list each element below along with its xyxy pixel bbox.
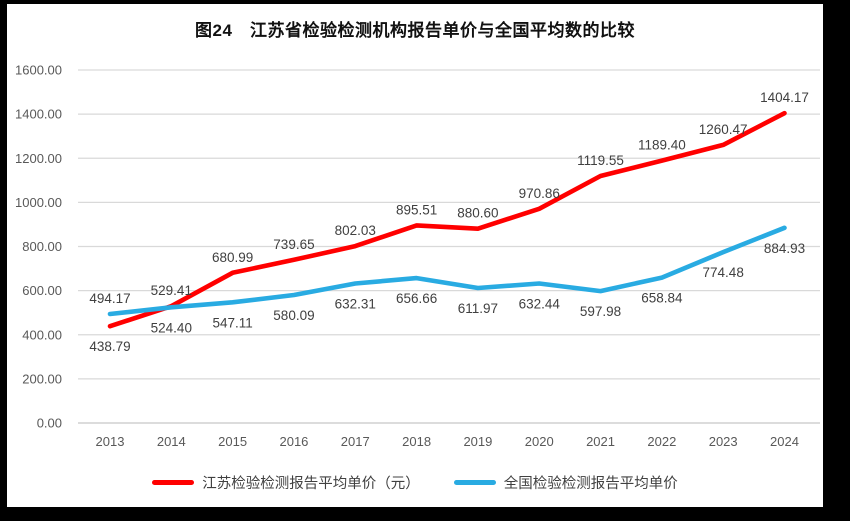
- svg-text:2019: 2019: [463, 434, 492, 449]
- svg-text:800.00: 800.00: [22, 239, 62, 254]
- svg-text:774.48: 774.48: [703, 265, 744, 280]
- legend-item-jiangsu: 江苏检验检测报告平均单价（元）: [152, 472, 420, 493]
- svg-text:2013: 2013: [96, 434, 125, 449]
- svg-text:200.00: 200.00: [22, 371, 62, 386]
- svg-text:494.17: 494.17: [89, 291, 130, 306]
- svg-text:529.41: 529.41: [151, 283, 192, 298]
- svg-text:895.51: 895.51: [396, 202, 437, 217]
- svg-text:2016: 2016: [279, 434, 308, 449]
- svg-text:970.86: 970.86: [519, 186, 560, 201]
- svg-text:597.98: 597.98: [580, 304, 621, 319]
- chart-title: 图24 江苏省检验检测机构报告单价与全国平均数的比较: [195, 21, 635, 40]
- chart-legend: 江苏检验检测报告平均单价（元） 全国检验检测报告平均单价: [7, 472, 823, 493]
- svg-text:632.31: 632.31: [335, 296, 376, 311]
- svg-text:1404.17: 1404.17: [760, 90, 809, 105]
- svg-text:656.66: 656.66: [396, 291, 437, 306]
- svg-text:739.65: 739.65: [273, 237, 314, 252]
- svg-text:802.03: 802.03: [335, 223, 376, 238]
- line-chart-plot-area: 0.00 200.00 400.00 600.00 800.00 1000.00 1200.…: [15, 63, 820, 449]
- chart-canvas: 图24 江苏省检验检测机构报告单价与全国平均数的比较 0.00 200.00 400…: [7, 4, 823, 507]
- svg-text:1600.00: 1600.00: [15, 63, 62, 78]
- svg-text:524.40: 524.40: [151, 320, 192, 335]
- svg-text:400.00: 400.00: [22, 327, 62, 342]
- svg-text:1000.00: 1000.00: [15, 195, 62, 210]
- svg-text:884.93: 884.93: [764, 241, 805, 256]
- svg-text:580.09: 580.09: [273, 308, 314, 323]
- svg-text:632.44: 632.44: [519, 296, 561, 311]
- svg-text:1260.47: 1260.47: [699, 122, 748, 137]
- svg-text:2014: 2014: [157, 434, 186, 449]
- svg-text:658.84: 658.84: [641, 291, 683, 306]
- svg-text:880.60: 880.60: [457, 206, 498, 221]
- legend-line-swatch-jiangsu: [152, 480, 195, 485]
- svg-text:1189.40: 1189.40: [638, 138, 686, 153]
- svg-text:2021: 2021: [586, 434, 615, 449]
- svg-text:611.97: 611.97: [458, 301, 498, 316]
- svg-text:0.00: 0.00: [37, 416, 62, 431]
- svg-text:547.11: 547.11: [212, 315, 252, 330]
- svg-text:2018: 2018: [402, 434, 431, 449]
- legend-line-swatch-national: [453, 480, 496, 485]
- legend-label-jiangsu: 江苏检验检测报告平均单价（元）: [202, 476, 420, 492]
- svg-text:1400.00: 1400.00: [15, 107, 62, 122]
- legend-item-national: 全国检验检测报告平均单价: [453, 472, 678, 493]
- svg-text:1200.00: 1200.00: [15, 151, 62, 166]
- svg-text:2017: 2017: [341, 434, 370, 449]
- legend-label-national: 全国检验检测报告平均单价: [503, 476, 678, 492]
- svg-text:2023: 2023: [709, 434, 738, 449]
- svg-text:2015: 2015: [218, 434, 247, 449]
- svg-text:600.00: 600.00: [22, 283, 62, 298]
- svg-text:2024: 2024: [770, 434, 799, 449]
- svg-text:2022: 2022: [647, 434, 676, 449]
- svg-text:2020: 2020: [525, 434, 554, 449]
- svg-text:1119.55: 1119.55: [577, 153, 624, 168]
- svg-text:438.79: 438.79: [89, 339, 130, 354]
- svg-text:680.99: 680.99: [212, 250, 253, 265]
